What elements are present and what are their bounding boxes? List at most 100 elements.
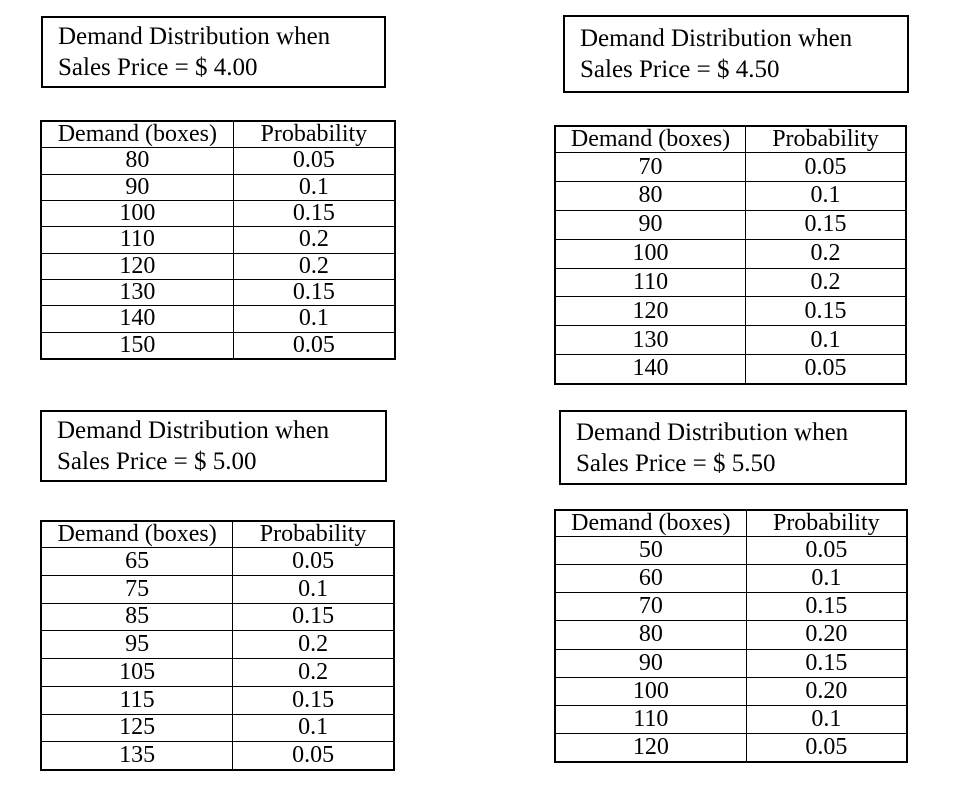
demand-value-cell: 90 bbox=[554, 648, 747, 678]
probability-value-cell: 0.05 bbox=[232, 547, 395, 576]
demand-value-cell: 120 bbox=[40, 252, 234, 280]
demand-distribution-table: Demand (boxes) Probability 80 0.05 90 0.1 100 0… bbox=[40, 120, 396, 360]
title-line-1: Demand Distribution when bbox=[580, 25, 853, 52]
demand-value-cell: 150 bbox=[40, 331, 234, 360]
table-row: 80 0.20 bbox=[554, 620, 908, 650]
probability-column-header: Probability bbox=[232, 120, 396, 149]
demand-distribution-table: Demand (boxes) Probability 70 0.05 80 0.1 90 0.… bbox=[554, 125, 907, 385]
demand-column-header: Demand (boxes) bbox=[554, 509, 747, 538]
table-row: 100 0.15 bbox=[40, 199, 396, 228]
table-row: 100 0.2 bbox=[554, 238, 907, 269]
probability-value-cell: 0.05 bbox=[745, 732, 908, 763]
demand-value-cell: 110 bbox=[554, 267, 747, 298]
table-row: 135 0.05 bbox=[40, 741, 395, 771]
title-box-price-5-00: Demand Distribution when Sales Price = $… bbox=[40, 410, 387, 482]
probability-value-cell: 0.15 bbox=[232, 602, 395, 632]
probability-value-cell: 0.15 bbox=[232, 278, 396, 307]
probability-value-cell: 0.15 bbox=[745, 296, 907, 327]
demand-value-cell: 50 bbox=[554, 536, 747, 566]
title-line-1: Demand Distribution when bbox=[57, 417, 330, 444]
probability-value-cell: 0.05 bbox=[232, 331, 396, 360]
demand-value-cell: 80 bbox=[554, 620, 747, 650]
title-line-2: Sales Price = $ 4.50 bbox=[580, 56, 780, 83]
table-row: 60 0.1 bbox=[554, 564, 908, 594]
demand-column-header: Demand (boxes) bbox=[40, 520, 234, 549]
table-row: 70 0.15 bbox=[554, 592, 908, 622]
title-line-2: Sales Price = $ 4.00 bbox=[58, 54, 258, 81]
table-row: 110 0.2 bbox=[40, 226, 396, 254]
demand-value-cell: 100 bbox=[554, 238, 747, 269]
table-row: 110 0.1 bbox=[554, 704, 908, 734]
demand-value-cell: 130 bbox=[40, 278, 234, 307]
demand-column-header: Demand (boxes) bbox=[554, 125, 747, 154]
table-header-row: Demand (boxes) Probability bbox=[554, 509, 908, 538]
title-box-price-5-50: Demand Distribution when Sales Price = $… bbox=[559, 410, 907, 485]
table-row: 65 0.05 bbox=[40, 547, 395, 576]
probability-value-cell: 0.1 bbox=[745, 181, 907, 211]
demand-value-cell: 135 bbox=[40, 741, 234, 771]
table-row: 140 0.05 bbox=[554, 354, 907, 385]
demand-value-cell: 125 bbox=[40, 713, 234, 743]
demand-distribution-table: Demand (boxes) Probability 65 0.05 75 0.1 85 0.… bbox=[40, 520, 395, 771]
demand-value-cell: 60 bbox=[554, 564, 747, 594]
table-row: 90 0.15 bbox=[554, 209, 907, 240]
demand-table-price-5-00: Demand (boxes) Probability 65 0.05 75 0.1 85 0.… bbox=[40, 520, 395, 771]
table-row: 90 0.15 bbox=[554, 648, 908, 678]
demand-value-cell: 65 bbox=[40, 547, 234, 576]
table-row: 125 0.1 bbox=[40, 713, 395, 743]
probability-value-cell: 0.05 bbox=[745, 354, 907, 385]
probability-value-cell: 0.2 bbox=[745, 238, 907, 269]
demand-value-cell: 80 bbox=[554, 181, 747, 211]
demand-value-cell: 110 bbox=[40, 226, 234, 254]
title-line-1: Demand Distribution when bbox=[58, 23, 331, 50]
table-row: 110 0.2 bbox=[554, 267, 907, 298]
table-row: 105 0.2 bbox=[40, 658, 395, 687]
demand-table-price-5-50: Demand (boxes) Probability 50 0.05 60 0.1 70 0.… bbox=[554, 509, 908, 763]
probability-value-cell: 0.1 bbox=[745, 564, 908, 594]
demand-value-cell: 90 bbox=[40, 173, 234, 201]
demand-column-header: Demand (boxes) bbox=[40, 120, 234, 149]
title-box-price-4-50: Demand Distribution when Sales Price = $… bbox=[563, 15, 909, 93]
demand-value-cell: 130 bbox=[554, 325, 747, 356]
probability-value-cell: 0.05 bbox=[745, 152, 907, 183]
title-box-price-4-00: Demand Distribution when Sales Price = $… bbox=[41, 16, 386, 88]
table-row: 130 0.1 bbox=[554, 325, 907, 356]
table-row: 115 0.15 bbox=[40, 685, 395, 715]
table-row: 95 0.2 bbox=[40, 630, 395, 660]
table-row: 80 0.05 bbox=[40, 147, 396, 175]
table-row: 85 0.15 bbox=[40, 602, 395, 632]
probability-value-cell: 0.20 bbox=[745, 620, 908, 650]
demand-value-cell: 70 bbox=[554, 152, 747, 183]
demand-value-cell: 120 bbox=[554, 732, 747, 763]
title-line-2: Sales Price = $ 5.50 bbox=[576, 449, 776, 477]
table-row: 120 0.05 bbox=[554, 732, 908, 763]
probability-value-cell: 0.05 bbox=[232, 147, 396, 175]
table-row: 75 0.1 bbox=[40, 574, 395, 604]
title-line-2: Sales Price = $ 5.00 bbox=[57, 448, 257, 475]
title-line-1: Demand Distribution when bbox=[576, 418, 849, 446]
probability-value-cell: 0.1 bbox=[232, 713, 395, 743]
demand-value-cell: 85 bbox=[40, 602, 234, 632]
table-header-row: Demand (boxes) Probability bbox=[40, 120, 396, 149]
demand-value-cell: 80 bbox=[40, 147, 234, 175]
probability-value-cell: 0.2 bbox=[232, 630, 395, 660]
probability-value-cell: 0.15 bbox=[745, 648, 908, 678]
probability-value-cell: 0.05 bbox=[232, 741, 395, 771]
probability-value-cell: 0.1 bbox=[232, 574, 395, 604]
probability-value-cell: 0.15 bbox=[745, 592, 908, 622]
probability-value-cell: 0.15 bbox=[232, 199, 396, 228]
probability-value-cell: 0.2 bbox=[232, 252, 396, 280]
table-header-row: Demand (boxes) Probability bbox=[40, 520, 395, 549]
demand-value-cell: 120 bbox=[554, 296, 747, 327]
table-row: 80 0.1 bbox=[554, 181, 907, 211]
probability-value-cell: 0.1 bbox=[745, 704, 908, 734]
table-row: 100 0.20 bbox=[554, 676, 908, 706]
table-row: 140 0.1 bbox=[40, 305, 396, 333]
demand-value-cell: 110 bbox=[554, 704, 747, 734]
table-row: 50 0.05 bbox=[554, 536, 908, 566]
probability-value-cell: 0.1 bbox=[745, 325, 907, 356]
probability-value-cell: 0.2 bbox=[232, 658, 395, 687]
probability-value-cell: 0.20 bbox=[745, 676, 908, 706]
probability-column-header: Probability bbox=[232, 520, 395, 549]
probability-value-cell: 0.1 bbox=[232, 305, 396, 333]
